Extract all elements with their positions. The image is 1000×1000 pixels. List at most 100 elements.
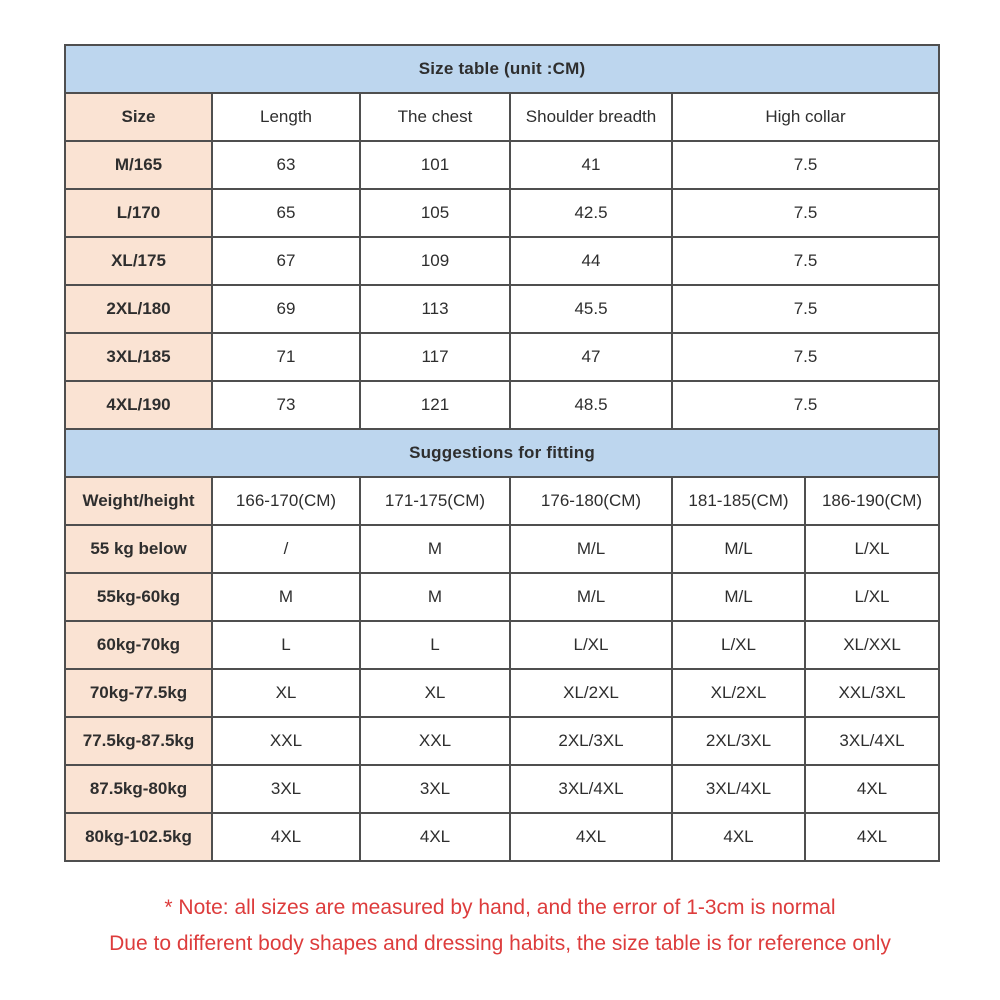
value-cell: XL/XXL	[803, 620, 941, 670]
value-cell: 105	[359, 188, 511, 238]
table-row: M/165 63 101 41 7.5	[64, 140, 941, 190]
value-cell: M	[211, 572, 361, 622]
value-cell: M/L	[671, 524, 806, 574]
value-cell: L	[211, 620, 361, 670]
value-cell: 7.5	[670, 284, 941, 334]
value-cell: L/XL	[803, 572, 941, 622]
value-cell: 2XL/3XL	[671, 716, 806, 766]
table-row: 60kg-70kg L L L/XL L/XL XL/XXL	[64, 620, 941, 670]
table-row: 55 kg below / M M/L M/L L/XL	[64, 524, 941, 574]
value-cell: 3XL	[211, 764, 361, 814]
table-row: 4XL/190 73 121 48.5 7.5	[64, 380, 941, 430]
value-cell: 48.5	[509, 380, 673, 430]
value-cell: 4XL	[803, 764, 941, 814]
size-table-section: Size table (unit :CM) Size Length The ches…	[63, 44, 941, 142]
value-cell: 3XL	[359, 764, 511, 814]
value-cell: 7.5	[670, 236, 941, 286]
value-cell: 65	[211, 188, 361, 238]
value-cell: 4XL	[359, 812, 511, 862]
fitting-table-header-row: Weight/height 166-170(CM) 171-175(CM) 176-1…	[64, 476, 941, 526]
value-cell: 2XL/3XL	[509, 716, 673, 766]
row-label-cell: 55 kg below	[64, 524, 213, 574]
value-cell: 44	[509, 236, 673, 286]
size-table-body: M/165 63 101 41 7.5 L/170 65 105 42.5 7.5 XL/175 67…	[64, 140, 941, 430]
row-label-cell: XL/175	[64, 236, 213, 286]
value-cell: M/L	[671, 572, 806, 622]
value-cell: M/L	[509, 572, 673, 622]
value-cell: 4XL	[211, 812, 361, 862]
value-cell: High collar	[670, 92, 941, 142]
row-label-cell: 70kg-77.5kg	[64, 668, 213, 718]
value-cell: 176-180(CM)	[509, 476, 673, 526]
value-cell: 45.5	[509, 284, 673, 334]
value-cell: 7.5	[670, 332, 941, 382]
row-label-cell: 2XL/180	[64, 284, 213, 334]
value-cell: XXL/3XL	[803, 668, 941, 718]
value-cell: 4XL	[509, 812, 673, 862]
value-cell: XL/2XL	[671, 668, 806, 718]
value-cell: 7.5	[670, 188, 941, 238]
value-cell: 47	[509, 332, 673, 382]
fitting-table-body: 55 kg below / M M/L M/L L/XL 55kg-60kg M M M/L M/L…	[64, 524, 941, 862]
value-cell: XXL	[211, 716, 361, 766]
value-cell: 109	[359, 236, 511, 286]
row-label-cell: 80kg-102.5kg	[64, 812, 213, 862]
value-cell: 186-190(CM)	[803, 476, 941, 526]
row-label-cell: Size	[64, 92, 213, 142]
value-cell: 63	[211, 140, 361, 190]
row-label-cell: 3XL/185	[64, 332, 213, 382]
value-cell: 71	[211, 332, 361, 382]
note: * Note: all sizes are measured by hand, …	[0, 890, 1000, 962]
value-cell: L/XL	[671, 620, 806, 670]
size-table-title: Size table (unit :CM)	[63, 44, 941, 94]
fitting-table-title: Suggestions for fitting	[63, 428, 941, 478]
value-cell: XL	[211, 668, 361, 718]
value-cell: 3XL/4XL	[671, 764, 806, 814]
row-label-cell: 60kg-70kg	[64, 620, 213, 670]
value-cell: XL/2XL	[509, 668, 673, 718]
value-cell: 121	[359, 380, 511, 430]
value-cell: 3XL/4XL	[509, 764, 673, 814]
row-label-cell: M/165	[64, 140, 213, 190]
fitting-table-title-row: Suggestions for fitting	[63, 428, 941, 478]
size-table-title-row: Size table (unit :CM)	[63, 44, 941, 94]
value-cell: 42.5	[509, 188, 673, 238]
value-cell: 166-170(CM)	[211, 476, 361, 526]
value-cell: M	[359, 524, 511, 574]
row-label-cell: 55kg-60kg	[64, 572, 213, 622]
table-row: 77.5kg-87.5kg XXL XXL 2XL/3XL 2XL/3XL 3XL/4XL	[64, 716, 941, 766]
row-label-cell: 4XL/190	[64, 380, 213, 430]
value-cell: 171-175(CM)	[359, 476, 511, 526]
value-cell: L	[359, 620, 511, 670]
value-cell: 67	[211, 236, 361, 286]
table-row: 2XL/180 69 113 45.5 7.5	[64, 284, 941, 334]
value-cell: M/L	[509, 524, 673, 574]
table-row: 70kg-77.5kg XL XL XL/2XL XL/2XL XXL/3XL	[64, 668, 941, 718]
value-cell: 4XL	[803, 812, 941, 862]
table-row: 80kg-102.5kg 4XL 4XL 4XL 4XL 4XL	[64, 812, 941, 862]
table-row: XL/175 67 109 44 7.5	[64, 236, 941, 286]
table-row: 3XL/185 71 117 47 7.5	[64, 332, 941, 382]
value-cell: Shoulder breadth	[509, 92, 673, 142]
note-line-1: * Note: all sizes are measured by hand, …	[164, 896, 836, 919]
value-cell: 69	[211, 284, 361, 334]
table-row: 55kg-60kg M M M/L M/L L/XL	[64, 572, 941, 622]
value-cell: L/XL	[509, 620, 673, 670]
value-cell: M	[359, 572, 511, 622]
value-cell: XXL	[359, 716, 511, 766]
note-line-2: Due to different body shapes and dressin…	[109, 932, 891, 955]
value-cell: 113	[359, 284, 511, 334]
size-chart-table: Size table (unit :CM) Size Length The ches…	[63, 44, 941, 862]
value-cell: 4XL	[671, 812, 806, 862]
row-label-cell: 77.5kg-87.5kg	[64, 716, 213, 766]
row-label-cell: 87.5kg-80kg	[64, 764, 213, 814]
value-cell: XL	[359, 668, 511, 718]
table-row: 87.5kg-80kg 3XL 3XL 3XL/4XL 3XL/4XL 4XL	[64, 764, 941, 814]
value-cell: 73	[211, 380, 361, 430]
value-cell: 181-185(CM)	[671, 476, 806, 526]
value-cell: The chest	[359, 92, 511, 142]
value-cell: /	[211, 524, 361, 574]
size-table-header-row: Size Length The chest Shoulder breadth High …	[64, 92, 941, 142]
row-label-cell: L/170	[64, 188, 213, 238]
